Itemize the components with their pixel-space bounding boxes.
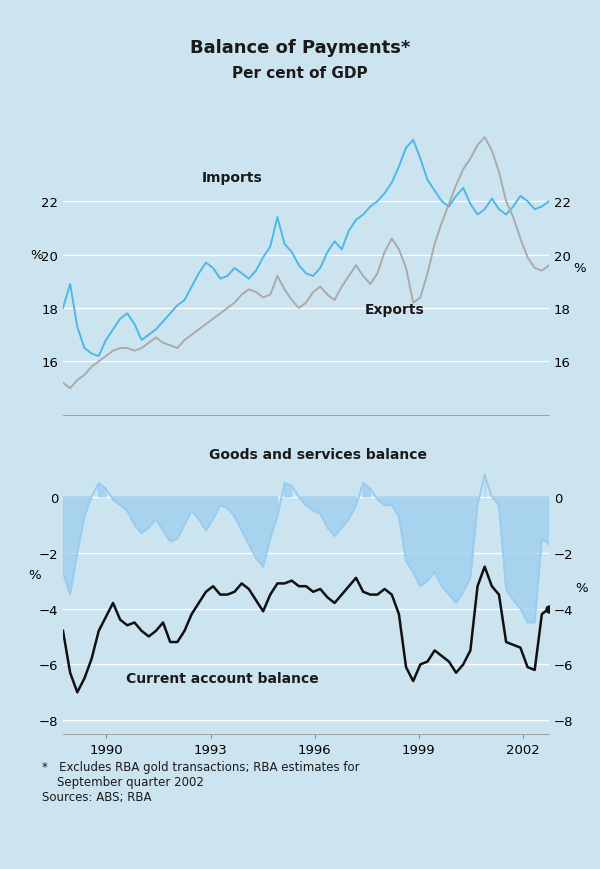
Text: Imports: Imports bbox=[202, 171, 262, 185]
Text: Balance of Payments*: Balance of Payments* bbox=[190, 39, 410, 56]
Text: *   Excludes RBA gold transactions; RBA estimates for
    September quarter 2002: * Excludes RBA gold transactions; RBA es… bbox=[42, 760, 359, 803]
Text: Goods and services balance: Goods and services balance bbox=[209, 448, 427, 461]
Text: Per cent of GDP: Per cent of GDP bbox=[232, 66, 368, 82]
Y-axis label: %: % bbox=[573, 262, 586, 275]
Text: Current account balance: Current account balance bbox=[126, 671, 319, 685]
Y-axis label: %: % bbox=[31, 249, 43, 262]
Y-axis label: %: % bbox=[575, 581, 588, 594]
Y-axis label: %: % bbox=[28, 568, 41, 581]
Text: Exports: Exports bbox=[364, 303, 424, 317]
